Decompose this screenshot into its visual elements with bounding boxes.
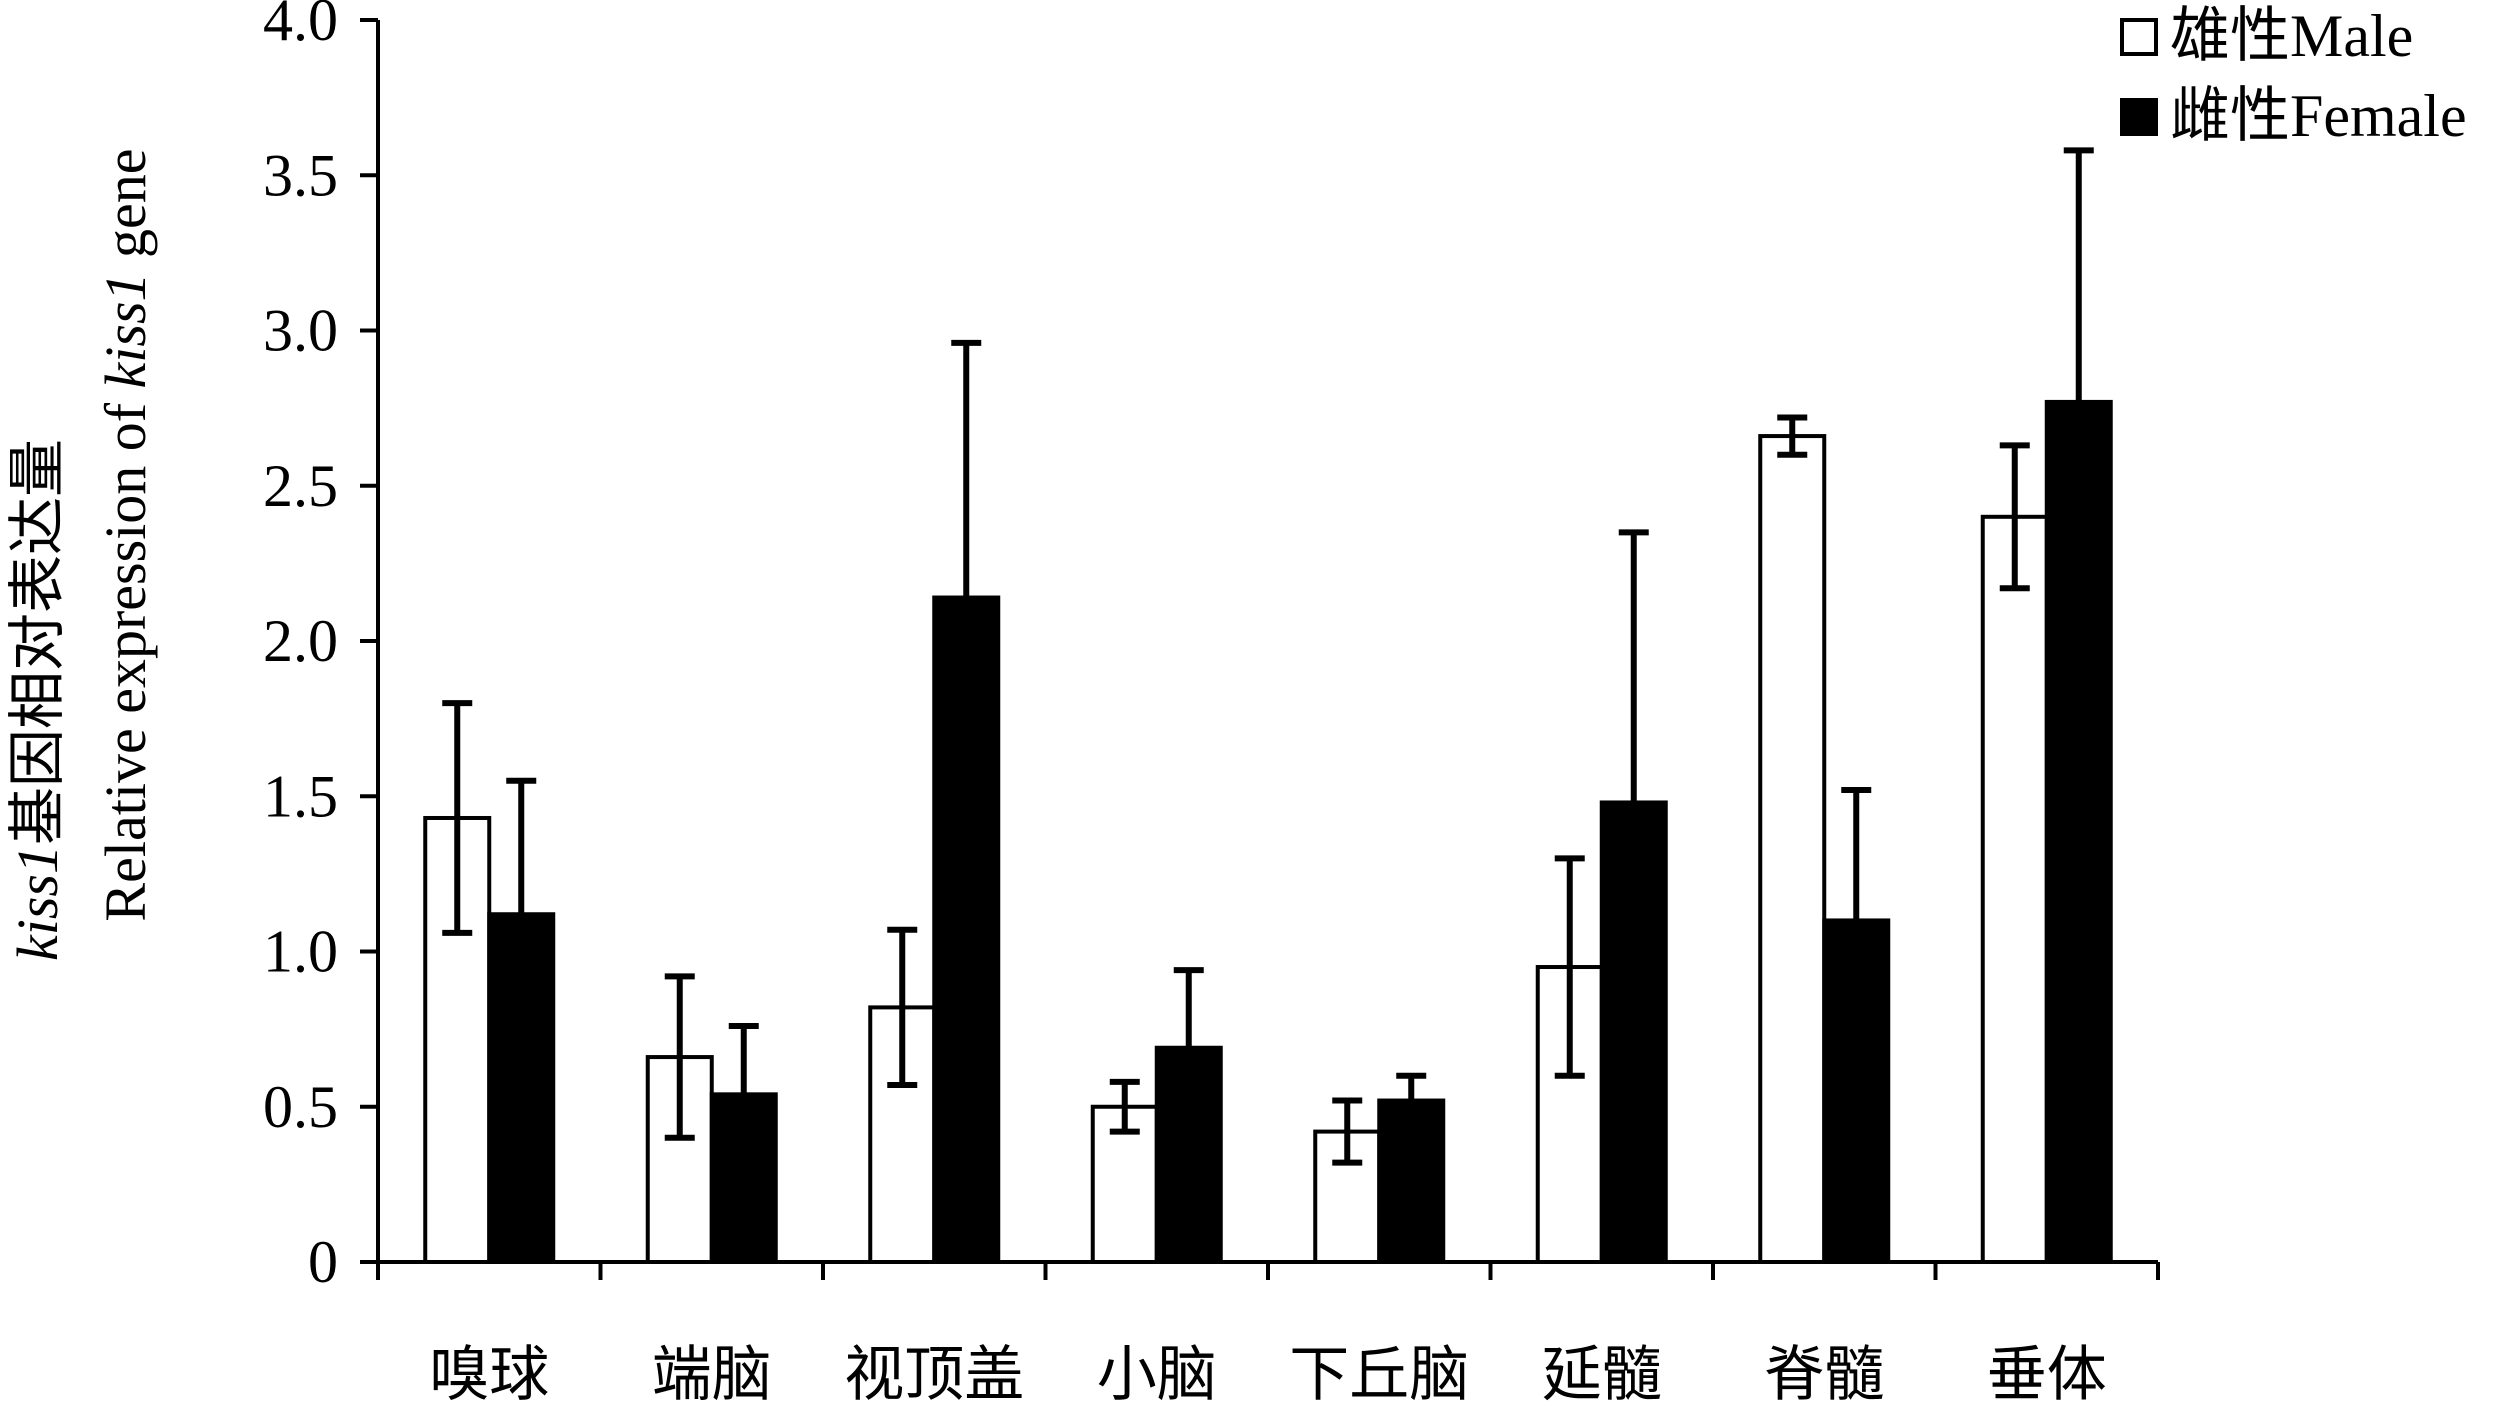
error-bar-male <box>1999 442 2030 592</box>
error-bar-female <box>1396 1072 1427 1129</box>
x-category-label: 下丘脑 <box>1289 1342 1469 1405</box>
error-bar-male <box>887 926 918 1089</box>
x-category-label: 嗅球 <box>429 1342 549 1405</box>
x-ticks-layer: 嗅球 端脑 视顶盖 小脑 下丘脑 延髓 脊髓 垂体 <box>376 1262 2160 1405</box>
error-bar-female <box>1618 529 1649 1076</box>
error-bar-female <box>728 1023 759 1166</box>
error-bars-layer <box>442 147 2094 1166</box>
error-bar-male <box>1554 855 1585 1079</box>
y-tick-label: 2.0 <box>263 608 338 674</box>
y-axis-label-chinese: kiss1基因相对表达量 <box>5 439 70 961</box>
error-bar-male <box>1777 414 1808 458</box>
y-tick-label: 0 <box>308 1229 338 1295</box>
error-bar-female <box>1173 967 1204 1129</box>
bar-male <box>1758 434 1827 1264</box>
x-category-label: 小脑 <box>1097 1342 1217 1405</box>
y-tick-label: 3.0 <box>263 298 338 364</box>
error-bar-male <box>1332 1097 1363 1166</box>
error-bar-male <box>664 973 695 1141</box>
error-bar-female <box>951 339 982 856</box>
error-bar-female <box>1841 787 1872 1054</box>
legend: 雄性Male 雌性Female <box>2120 3 2467 149</box>
legend-swatch-male <box>2120 18 2158 56</box>
bar-male <box>1980 514 2049 1264</box>
y-tick-label: 3.5 <box>263 142 338 208</box>
y-tick-label: 4.0 <box>263 0 338 53</box>
x-category-label: 延髓 <box>1542 1342 1662 1405</box>
legend-label-female: 雌性Female <box>2170 83 2467 149</box>
error-bar-male <box>442 700 473 936</box>
x-category-label: 垂体 <box>1987 1342 2107 1405</box>
y-axis-label-english: Relative expression of kiss1 gene <box>93 148 158 921</box>
x-category-label: 端脑 <box>652 1342 772 1405</box>
y-ticks-layer: 0 0.5 1.0 1.5 2.0 2.5 3.0 3.5 4.0 <box>263 0 378 1295</box>
y-tick-label: 1.5 <box>263 763 338 829</box>
y-tick-label: 0.5 <box>263 1074 338 1140</box>
x-category-label: 视顶盖 <box>844 1342 1024 1405</box>
bar-female <box>709 1092 778 1264</box>
error-bar-male <box>1109 1078 1140 1135</box>
legend-label-male: 雄性Male <box>2170 3 2413 69</box>
error-bar-female <box>506 777 537 1051</box>
y-tick-label: 2.5 <box>263 453 338 519</box>
y-tick-label: 1.0 <box>263 919 338 985</box>
error-bar-female <box>2063 147 2094 657</box>
x-category-label: 脊髓 <box>1764 1342 1884 1405</box>
legend-swatch-female <box>2120 98 2158 136</box>
